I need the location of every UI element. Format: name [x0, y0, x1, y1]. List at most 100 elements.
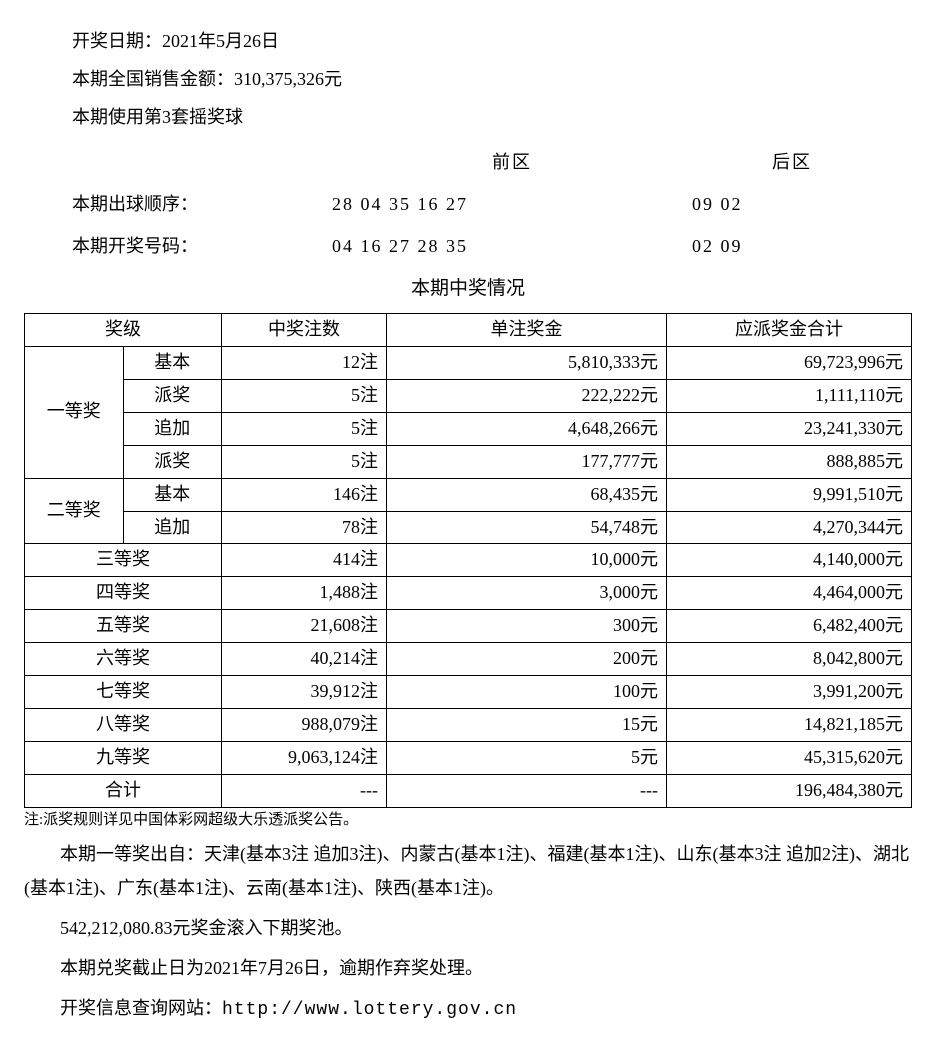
cell-count: 5注: [222, 445, 387, 478]
front-area-header: 前区: [332, 145, 692, 179]
winners-paragraph: 本期一等奖出自：天津(基本3注 追加3注)、内蒙古(基本1注)、福建(基本1注)…: [24, 837, 912, 905]
table-row: 派奖 5注 222,222元 1,111,110元: [25, 380, 912, 413]
tier: 七等奖: [25, 676, 222, 709]
table-row: 四等奖 1,488注 3,000元 4,464,000元: [25, 577, 912, 610]
table-header-row: 奖级 中奖注数 单注奖金 应派奖金合计: [25, 314, 912, 347]
cell-count: 5注: [222, 380, 387, 413]
cell-per: 15元: [387, 708, 667, 741]
col-per: 单注奖金: [387, 314, 667, 347]
cell-total: 4,464,000元: [667, 577, 912, 610]
tier: 四等奖: [25, 577, 222, 610]
draw-order-back: 09 02: [692, 187, 892, 221]
cell-count: ---: [222, 774, 387, 807]
winning-front: 04 16 27 28 35: [332, 229, 692, 263]
cell-total: 4,270,344元: [667, 511, 912, 544]
tier: 五等奖: [25, 610, 222, 643]
col-total: 应派奖金合计: [667, 314, 912, 347]
table-sum-row: 合计 --- --- 196,484,380元: [25, 774, 912, 807]
cell-total: 23,241,330元: [667, 412, 912, 445]
tier-sub: 派奖: [123, 380, 222, 413]
back-area-header: 后区: [692, 145, 892, 179]
cell-total: 6,482,400元: [667, 610, 912, 643]
table-row: 七等奖 39,912注 100元 3,991,200元: [25, 676, 912, 709]
cell-per: 177,777元: [387, 445, 667, 478]
col-count: 中奖注数: [222, 314, 387, 347]
cell-per: 68,435元: [387, 478, 667, 511]
cell-per: 300元: [387, 610, 667, 643]
cell-count: 988,079注: [222, 708, 387, 741]
table-row: 六等奖 40,214注 200元 8,042,800元: [25, 643, 912, 676]
ballset-line: 本期使用第3套摇奖球: [72, 100, 912, 134]
draw-order-label: 本期出球顺序：: [72, 187, 332, 221]
draw-date-value: 2021年5月26日: [162, 31, 279, 51]
tier: 三等奖: [25, 544, 222, 577]
cell-per: 3,000元: [387, 577, 667, 610]
cell-total: 8,042,800元: [667, 643, 912, 676]
tier-second: 二等奖: [25, 478, 124, 544]
cell-total: 69,723,996元: [667, 347, 912, 380]
cell-count: 9,063,124注: [222, 741, 387, 774]
draw-date-label: 开奖日期：: [72, 31, 162, 51]
table-row: 追加 5注 4,648,266元 23,241,330元: [25, 412, 912, 445]
cell-per: 5元: [387, 741, 667, 774]
tier-sum: 合计: [25, 774, 222, 807]
website-paragraph: 开奖信息查询网站：http://www.lottery.gov.cn: [24, 991, 912, 1027]
cell-total: 14,821,185元: [667, 708, 912, 741]
tier-first: 一等奖: [25, 347, 124, 479]
cell-per: 5,810,333元: [387, 347, 667, 380]
prize-table: 奖级 中奖注数 单注奖金 应派奖金合计 一等奖 基本 12注 5,810,333…: [24, 313, 912, 807]
rollover-paragraph: 542,212,080.83元奖金滚入下期奖池。: [24, 911, 912, 945]
cell-count: 12注: [222, 347, 387, 380]
website-label: 开奖信息查询网站：: [60, 998, 222, 1018]
footnote: 注:派奖规则详见中国体彩网超级大乐透派奖公告。: [24, 810, 912, 831]
numbers-block: 前区 后区 本期出球顺序： 28 04 35 16 27 09 02 本期开奖号…: [72, 145, 912, 264]
tier-sub: 派奖: [123, 445, 222, 478]
cell-total: 9,991,510元: [667, 478, 912, 511]
sales-label: 本期全国销售金额：: [72, 69, 234, 89]
ballset-label: 本期使用第3套摇奖球: [72, 107, 243, 127]
tier: 八等奖: [25, 708, 222, 741]
table-row: 八等奖 988,079注 15元 14,821,185元: [25, 708, 912, 741]
cell-total: 4,140,000元: [667, 544, 912, 577]
table-row: 一等奖 基本 12注 5,810,333元 69,723,996元: [25, 347, 912, 380]
draw-date-line: 开奖日期：2021年5月26日: [72, 24, 912, 58]
cell-total: 1,111,110元: [667, 380, 912, 413]
col-tier: 奖级: [25, 314, 222, 347]
cell-total: 3,991,200元: [667, 676, 912, 709]
table-row: 派奖 5注 177,777元 888,885元: [25, 445, 912, 478]
cell-per: 4,648,266元: [387, 412, 667, 445]
tier: 六等奖: [25, 643, 222, 676]
winning-label: 本期开奖号码：: [72, 229, 332, 263]
website-url: http://www.lottery.gov.cn: [222, 1000, 517, 1020]
draw-order-front: 28 04 35 16 27: [332, 187, 692, 221]
cell-per: 10,000元: [387, 544, 667, 577]
tier-sub: 基本: [123, 347, 222, 380]
prize-section-title: 本期中奖情况: [24, 271, 912, 307]
table-row: 三等奖 414注 10,000元 4,140,000元: [25, 544, 912, 577]
cell-count: 39,912注: [222, 676, 387, 709]
cell-total: 888,885元: [667, 445, 912, 478]
cell-count: 5注: [222, 412, 387, 445]
sales-line: 本期全国销售金额：310,375,326元: [72, 62, 912, 96]
winning-back: 02 09: [692, 229, 892, 263]
cell-count: 40,214注: [222, 643, 387, 676]
tier-sub: 追加: [123, 412, 222, 445]
table-row: 五等奖 21,608注 300元 6,482,400元: [25, 610, 912, 643]
cell-count: 1,488注: [222, 577, 387, 610]
cell-per: ---: [387, 774, 667, 807]
table-row: 追加 78注 54,748元 4,270,344元: [25, 511, 912, 544]
table-row: 二等奖 基本 146注 68,435元 9,991,510元: [25, 478, 912, 511]
sales-value: 310,375,326元: [234, 69, 342, 89]
cell-count: 78注: [222, 511, 387, 544]
deadline-paragraph: 本期兑奖截止日为2021年7月26日，逾期作弃奖处理。: [24, 951, 912, 985]
cell-per: 100元: [387, 676, 667, 709]
cell-per: 222,222元: [387, 380, 667, 413]
tier-sub: 基本: [123, 478, 222, 511]
cell-count: 414注: [222, 544, 387, 577]
cell-count: 146注: [222, 478, 387, 511]
table-row: 九等奖 9,063,124注 5元 45,315,620元: [25, 741, 912, 774]
cell-per: 54,748元: [387, 511, 667, 544]
cell-total: 196,484,380元: [667, 774, 912, 807]
tier: 九等奖: [25, 741, 222, 774]
cell-total: 45,315,620元: [667, 741, 912, 774]
